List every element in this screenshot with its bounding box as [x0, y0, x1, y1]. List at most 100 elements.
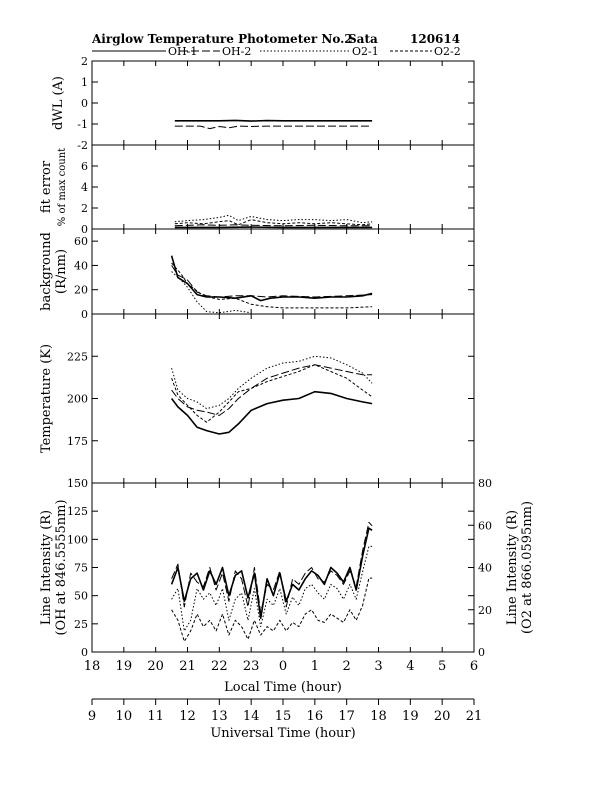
yr-tick-label: 20: [478, 604, 492, 617]
universal-time-tick: 17: [338, 709, 355, 724]
universal-time-tick: 16: [307, 709, 324, 724]
yr-tick-label: 0: [478, 646, 485, 659]
series-line-oh-1: [172, 256, 373, 301]
local-time-tick: 5: [438, 659, 446, 674]
y-tick-label: 75: [74, 562, 88, 575]
series-line-oh-1: [175, 120, 372, 121]
y-axis-label: fit error: [39, 160, 54, 213]
y-tick-label: 2: [81, 55, 88, 68]
local-time-tick: 23: [243, 659, 260, 674]
y-tick-label: 0: [81, 97, 88, 110]
universal-time-tick: 13: [211, 709, 228, 724]
series-line-o2-2: [172, 365, 373, 423]
local-time-tick: 19: [116, 659, 133, 674]
universal-time-tick: 11: [147, 709, 164, 724]
legend-label: O2-1: [352, 45, 379, 58]
series-line-o2-2: [172, 263, 373, 308]
y-tick-label: 0: [81, 646, 88, 659]
y-tick-label: 150: [67, 477, 88, 490]
y-axis-label-2: % of max count: [57, 148, 68, 226]
date-label: 120614: [410, 32, 460, 46]
universal-time-tick: 15: [275, 709, 292, 724]
local-time-tick: 4: [406, 659, 414, 674]
panel-line-intensity: 150 125 100 75 50 25 0 80 60 40 20 0 Line Intensity …: [39, 477, 535, 659]
y-tick-label: 225: [67, 350, 88, 363]
yr-tick-label: 80: [478, 477, 492, 490]
local-time-tick: 6: [470, 659, 478, 674]
y-tick-label: 125: [67, 505, 88, 518]
y-tick-label: 100: [67, 533, 88, 546]
local-time-tick: 22: [211, 659, 228, 674]
universal-time-tick: 12: [179, 709, 196, 724]
y-tick-label: 1: [81, 76, 88, 89]
panel-fit-error: 6 4 2 0 fit error% of max count: [39, 145, 474, 236]
y-tick-label: -2: [77, 139, 88, 152]
y-axis-label: dWL (A): [51, 76, 66, 130]
local-time-tick: 21: [179, 659, 196, 674]
y-tick-label: 200: [67, 393, 88, 406]
universal-time-tick: 9: [88, 709, 96, 724]
y-axis-label-2: (R/nm): [54, 249, 69, 294]
y-tick-label: -1: [77, 118, 88, 131]
universal-time-tick: 18: [370, 709, 387, 724]
local-time-tick: 0: [279, 659, 287, 674]
series-line-oh-1: [172, 392, 373, 434]
yr-tick-label: 40: [478, 562, 492, 575]
series-line-oh-2: [175, 126, 372, 129]
panel-frame: [92, 61, 474, 145]
universal-time-label: Universal Time (hour): [210, 726, 355, 741]
site-name: Sata: [348, 32, 378, 46]
local-time-tick: 18: [84, 659, 101, 674]
legend-label: OH-2: [222, 45, 251, 58]
panel-dwl: 2 1 0 -1 -2 dWL (A): [51, 55, 474, 152]
y-tick-label: 4: [81, 181, 88, 194]
y-tick-label: 20: [74, 284, 88, 297]
local-time-label: Local Time (hour): [224, 680, 342, 695]
y-axis-label: Line Intensity (R): [39, 510, 54, 625]
universal-time-tick: 20: [434, 709, 451, 724]
y-tick-label: 25: [74, 618, 88, 631]
series-line-o2-1: [172, 356, 373, 408]
y-tick-label: 175: [67, 435, 88, 448]
panel-background: 60 40 20 0 background(R/nm): [39, 229, 474, 321]
panel-frame: [92, 483, 474, 652]
series-line-oh-1: [172, 528, 373, 618]
yr-tick-label: 60: [478, 519, 492, 532]
local-time-tick: 20: [147, 659, 164, 674]
y-tick-label: 60: [74, 235, 88, 248]
series-line-oh-2: [172, 522, 373, 612]
local-time-tick: 3: [374, 659, 382, 674]
universal-time-tick: 14: [243, 709, 260, 724]
series-line-o2-1: [175, 215, 372, 222]
universal-time-tick: 21: [466, 709, 483, 724]
panel-frame: [92, 145, 474, 229]
series-line-oh-2: [175, 225, 372, 226]
y-tick-label: 40: [74, 259, 88, 272]
local-time-tick: 1: [311, 659, 319, 674]
panel-temperature: 225 200 175 Temperature (K): [39, 314, 474, 483]
figure-title: Airglow Temperature Photometer No.2: [91, 32, 353, 46]
y-axis-label-2: (OH at 846.5555nm): [54, 499, 69, 635]
series-line-o2-1: [172, 546, 373, 631]
y-axis-label: Temperature (K): [39, 344, 54, 453]
y-tick-label: 6: [81, 160, 88, 173]
y-tick-label: 0: [81, 223, 88, 236]
legend-label: O2-2: [434, 45, 461, 58]
y-tick-label: 0: [81, 308, 88, 321]
universal-time-tick: 10: [116, 709, 133, 724]
series-line-oh-2: [172, 265, 373, 297]
universal-time-tick: 19: [402, 709, 419, 724]
series-line-oh-2: [172, 365, 373, 416]
yr-axis-label-2: (O2 at 866.0595nm): [520, 501, 535, 634]
panel-frame: [92, 229, 474, 314]
y-tick-label: 50: [74, 590, 88, 603]
y-axis-label: background: [39, 232, 54, 311]
panel-frame: [92, 314, 474, 483]
yr-axis-label: Line Intensity (R): [505, 510, 520, 625]
y-tick-label: 2: [81, 202, 88, 215]
